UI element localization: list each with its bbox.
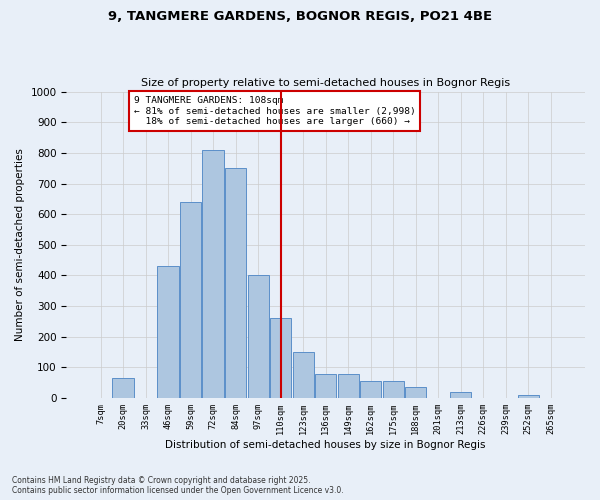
Bar xyxy=(293,352,314,398)
Bar xyxy=(360,381,382,398)
Title: Size of property relative to semi-detached houses in Bognor Regis: Size of property relative to semi-detach… xyxy=(141,78,510,88)
Bar xyxy=(338,374,359,398)
Text: 9, TANGMERE GARDENS, BOGNOR REGIS, PO21 4BE: 9, TANGMERE GARDENS, BOGNOR REGIS, PO21 … xyxy=(108,10,492,23)
Bar xyxy=(112,378,134,398)
Bar xyxy=(157,266,179,398)
Bar xyxy=(180,202,202,398)
Bar xyxy=(202,150,224,398)
Y-axis label: Number of semi-detached properties: Number of semi-detached properties xyxy=(15,148,25,342)
Bar xyxy=(405,388,427,398)
Bar xyxy=(450,392,472,398)
Bar xyxy=(383,381,404,398)
X-axis label: Distribution of semi-detached houses by size in Bognor Regis: Distribution of semi-detached houses by … xyxy=(166,440,486,450)
Bar xyxy=(315,374,337,398)
Bar xyxy=(270,318,292,398)
Bar xyxy=(518,395,539,398)
Text: Contains HM Land Registry data © Crown copyright and database right 2025.
Contai: Contains HM Land Registry data © Crown c… xyxy=(12,476,344,495)
Bar xyxy=(248,276,269,398)
Text: 9 TANGMERE GARDENS: 108sqm
← 81% of semi-detached houses are smaller (2,998)
  1: 9 TANGMERE GARDENS: 108sqm ← 81% of semi… xyxy=(134,96,416,126)
Bar xyxy=(225,168,247,398)
